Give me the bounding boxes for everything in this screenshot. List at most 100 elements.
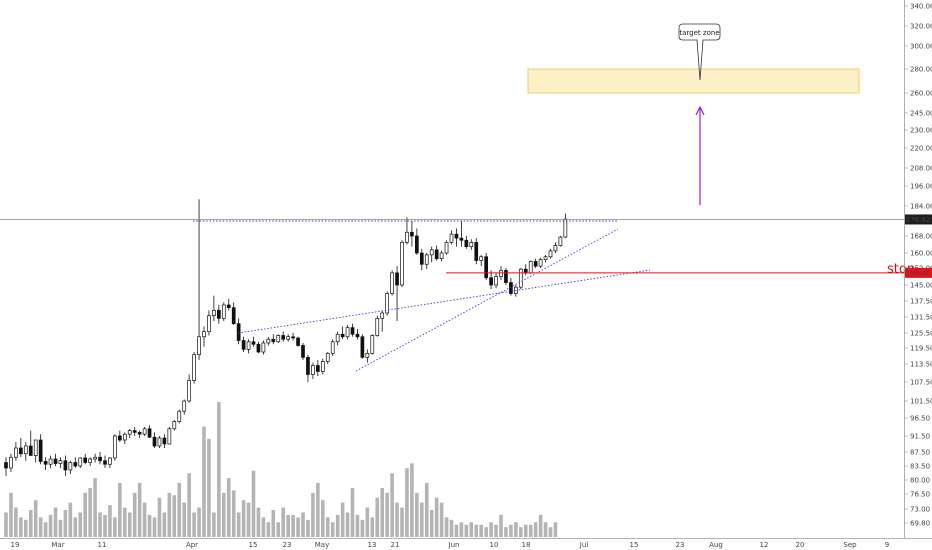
price-tick-label: 96.50 (910, 415, 930, 423)
candle (137, 430, 142, 438)
candle (197, 199, 201, 360)
candle-body (489, 277, 493, 286)
candle (58, 457, 63, 468)
candle-body (558, 236, 563, 246)
price-tick-label: 137.50 (910, 298, 932, 306)
volume-bar (335, 514, 340, 537)
volume-bar (424, 483, 429, 537)
candle-body (63, 460, 68, 471)
stop-price-marker: 150.00 (905, 267, 932, 278)
volume-bar (103, 514, 107, 537)
candle (459, 221, 464, 247)
volume-bar (444, 517, 449, 537)
volume-bar (93, 478, 97, 537)
target-callout[interactable] (678, 23, 721, 81)
candle (108, 457, 112, 468)
candle (246, 339, 251, 354)
volume-bar (202, 426, 206, 537)
candle-body (177, 410, 182, 422)
candle (340, 326, 345, 340)
price-tick-label: 320.00 (910, 23, 932, 31)
candle-body (88, 458, 93, 463)
candle (251, 336, 256, 347)
volume-bar (68, 502, 73, 537)
candle-body (103, 460, 107, 465)
candle-body (142, 428, 147, 435)
volume-bar (271, 510, 276, 537)
candle-body (122, 433, 127, 441)
price-tick-label: 113.50 (910, 361, 932, 369)
candle-body (48, 458, 53, 465)
candle-body (266, 338, 271, 344)
candle-body (53, 458, 58, 464)
candle-body (434, 249, 439, 259)
time-tick-label: Apr (186, 541, 198, 549)
volume-bar (142, 502, 147, 537)
target-arrow-head (695, 105, 705, 116)
volume-bar (78, 512, 83, 537)
volume-bar (350, 487, 355, 537)
upper-trendline[interactable] (237, 269, 651, 334)
volume-bar (58, 519, 63, 537)
volume-bar (489, 522, 493, 537)
time-tick-label: 12 (760, 541, 769, 549)
candle (88, 457, 93, 466)
last-price-badge (905, 214, 932, 225)
candle-body (33, 439, 38, 456)
candle-body (113, 435, 117, 459)
candle (281, 331, 286, 342)
volume-bar (63, 510, 68, 537)
candle-body (68, 462, 73, 471)
candle (142, 427, 147, 436)
candle-body (19, 447, 23, 455)
volume-bar (365, 507, 370, 537)
price-tick-label: 260.00 (910, 90, 932, 98)
volume-bar (4, 512, 8, 537)
candle-body (14, 447, 18, 458)
volume-bar (157, 497, 162, 537)
candle-body (365, 352, 370, 358)
candle (73, 457, 78, 468)
volume-bar (340, 502, 345, 537)
volume-bar (73, 517, 78, 537)
volume-bar (83, 492, 87, 537)
candle-body (217, 309, 221, 319)
candle-body (221, 304, 226, 319)
lower-trendline[interactable] (355, 228, 619, 372)
volume-bar (385, 492, 389, 537)
volume-bar (375, 497, 380, 537)
target-zone[interactable] (527, 68, 860, 94)
candle (380, 310, 385, 332)
candle (504, 268, 508, 285)
volume-bar (420, 502, 424, 537)
candles (4, 199, 568, 476)
candle-body (117, 435, 122, 441)
volume-bar (474, 524, 479, 537)
candle (187, 374, 191, 403)
stop-price-badge (905, 267, 932, 278)
volume-bar (256, 507, 261, 537)
candle-body (350, 327, 355, 335)
candle-body (504, 270, 508, 283)
candle-body (415, 235, 419, 254)
volume-bar (405, 468, 409, 537)
candle (355, 329, 360, 340)
target-zone-label: target zone (679, 29, 719, 37)
candle-body (479, 256, 484, 261)
candle (9, 453, 13, 472)
candle (469, 239, 474, 250)
candle (494, 272, 498, 289)
volume-bar (538, 514, 543, 537)
price-tick-label: 280.00 (910, 66, 932, 74)
volume-bar (187, 473, 191, 537)
candle-body (533, 261, 538, 267)
candle (370, 334, 375, 355)
candle-body (261, 342, 266, 353)
candle (533, 258, 538, 268)
candle-body (405, 231, 409, 243)
time-axis[interactable]: 19 Mar 11 Apr 15 23 May 13 21 Jun 10 18 Jul 15 23 Aug 12… (0, 538, 932, 550)
candle (385, 291, 389, 316)
candle-body (499, 270, 503, 277)
candle (182, 399, 187, 415)
